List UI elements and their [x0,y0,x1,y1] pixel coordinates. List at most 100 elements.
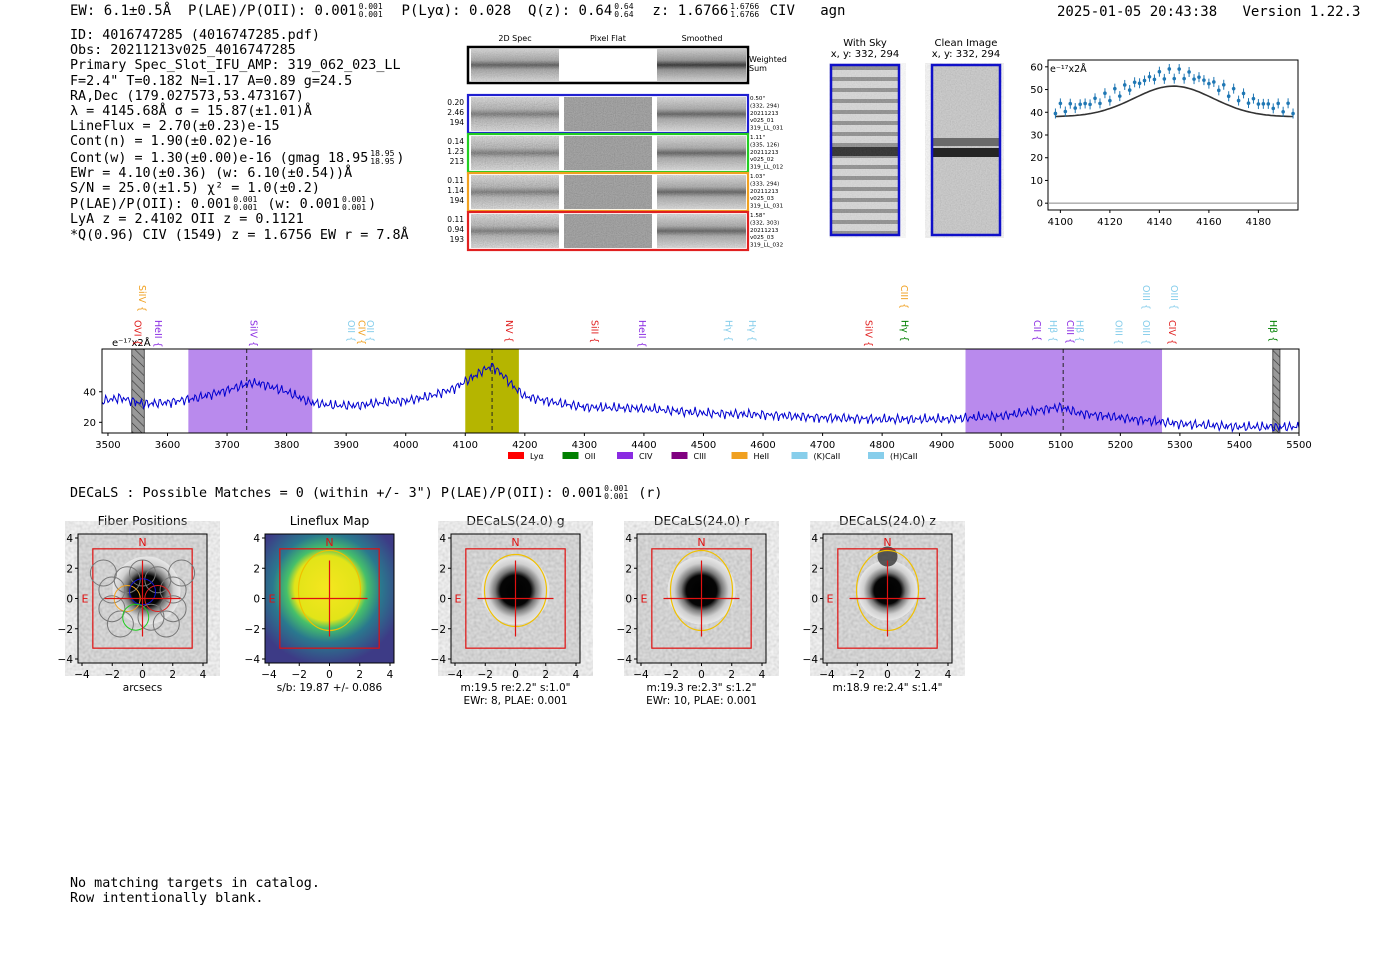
legend-swatch [731,452,748,459]
spectrum-xtick-label: 4900 [929,440,954,451]
cutout-right-value: (333, 294) [750,181,779,187]
spectrum-xtick-label: 4100 [453,440,478,451]
legend-entry: HeII [731,452,769,461]
zoom-data-point [1162,77,1167,81]
zoom-data-point [1108,98,1112,103]
panel-caption: arcsecs [123,682,162,694]
panel-ytick-label: −4 [58,654,74,666]
cutout-smoothed-noise [657,97,746,131]
zoom-data-point [1157,69,1162,74]
panel-ytick-label: 4 [811,533,818,545]
panel-xtick-label: 2 [169,669,176,681]
north-marker: N [883,536,891,549]
emission-line-name: Hγ { [746,320,757,342]
col-label-smoothed: Smoothed [682,34,723,43]
emission-line-name: CIII { [898,285,909,309]
spectrum-xtick-label: 3900 [333,440,358,451]
zoom-ytick-label: 60 [1030,62,1043,73]
emission-line-label: CII { [1031,320,1042,341]
panel-xtick-label: 0 [139,669,146,681]
imaging-panel-1: Fiber Positions N E −4 −2 0 2 4 4 2 0 −2 −4 arcsecs [58,513,208,694]
cutout-left-value: 194 [450,118,465,127]
qz-lo: 0.64 [614,10,634,19]
zoom-data-point [1113,86,1117,91]
fiber-circle [98,595,126,623]
cutout-row-border [466,210,750,252]
info-block: ID: 4016747285 (4016747285.pdf) Obs: 202… [70,28,409,243]
east-marker: E [269,593,276,606]
emission-line-name: Hβ { [1047,320,1058,342]
panel-ytick-label: −2 [431,624,446,636]
emission-line-label: Hβ { [1047,320,1058,342]
emission-line-label: OIII { [1140,320,1151,345]
zoom-ytick-label: 40 [1030,108,1043,119]
zoom-data-point [1241,91,1246,96]
cutout-right-value: 20211213 [750,189,779,195]
zoom-data-point [1197,75,1201,79]
emission-line-label: CIII { [898,285,909,309]
spectrum-xtick-label: 3600 [155,440,180,451]
header-right: 2025-01-05 20:43:38 Version 1.22.3 [1057,4,1360,20]
panel-ytick-label: 0 [811,594,818,606]
cutout-2dspec-noise [471,175,559,209]
emission-line-name: CIV { [356,320,367,345]
decals-text: DECaLS : Possible Matches = 0 (within +/… [70,486,603,501]
col-label-2dspec: 2D Spec [498,34,531,43]
decals-hi: 0.001 [604,484,629,493]
legend-swatch [791,452,808,459]
spectrum-xtick-label: 4200 [512,440,537,451]
panel-title: DECaLS(24.0) z [839,513,936,528]
catalog-footer: No matching targets in catalog. Row inte… [70,876,320,906]
zoom-xtick-label: 4120 [1097,217,1122,228]
with-sky-label: With Sky [843,38,887,49]
zoom-data-point [1276,101,1280,106]
panel-caption: s/b: 19.87 +/- 0.086 [277,682,383,694]
spectrum-xtick-label: 4400 [631,440,656,451]
info-lambda: λ = 4145.68Å σ = 15.87(±1.01)Å [70,104,312,120]
legend-entry: OII [562,452,596,461]
plae-hi: 0.001 [358,2,383,11]
legend-label: CIV [639,452,653,461]
zoom-data-point [1266,102,1271,106]
cutout-left-value: 2.46 [447,108,464,117]
cutout-right-value: 1.58" [750,213,765,219]
aperture-box [837,548,938,649]
zoom-data-point [1053,111,1058,116]
zoom-data-point [1098,101,1102,106]
zoom-unit-label: e⁻¹⁷x2Å [1050,63,1087,75]
zoom-data-point [1221,82,1226,87]
emission-line-label: CIV { [1166,320,1177,345]
clean-image [930,63,1002,237]
emission-line-label: OIII { [1112,320,1123,345]
info-civ: *Q(0.96) CIV (1549) z = 1.6756 EW r = 7.… [70,227,409,243]
weighted-label-2: Sum [749,64,767,73]
cutout-right-value: 20211213 [750,228,779,234]
zoom-data-point [1291,111,1295,116]
info-lineflux: LineFlux = 2.70(±0.23)e-15 [70,119,280,135]
plae-w-lo: 0.001 [341,203,367,213]
panel-title: Fiber Positions [98,513,188,528]
info-contw: Cont(w) = 1.30(±0.00)e-16 (gmag 18.95 18.… [70,149,409,166]
z-hi: 1.6766 [730,2,760,11]
zoom-xtick-label: 4100 [1048,217,1073,228]
z-fraction: 1.6766 1.6766 [730,3,759,19]
cutout-right-value: (332, 294) [750,103,779,109]
clean-image-label: Clean Image [934,38,998,49]
emission-line-label: NV { [503,320,514,343]
panel-xtick-label: −4 [633,669,649,681]
zoom-data-point [1226,94,1231,99]
spectrum-xtick-label: 4500 [691,440,716,451]
contw-text: Cont(w) = 1.30(±0.00)e-16 (gmag 18.95 [70,150,369,166]
cutout-pixelflat-noise [564,136,652,170]
plae-w-hi: 0.001 [341,195,367,205]
spectrum-xtick-label: 4700 [810,440,835,451]
weighted-sum-row: Weighted Sum [466,45,787,85]
east-marker: E [455,593,462,606]
spectrum-xtick-label: 5200 [1108,440,1133,451]
panel-ytick-label: 0 [66,594,73,606]
north-marker: N [511,536,519,549]
